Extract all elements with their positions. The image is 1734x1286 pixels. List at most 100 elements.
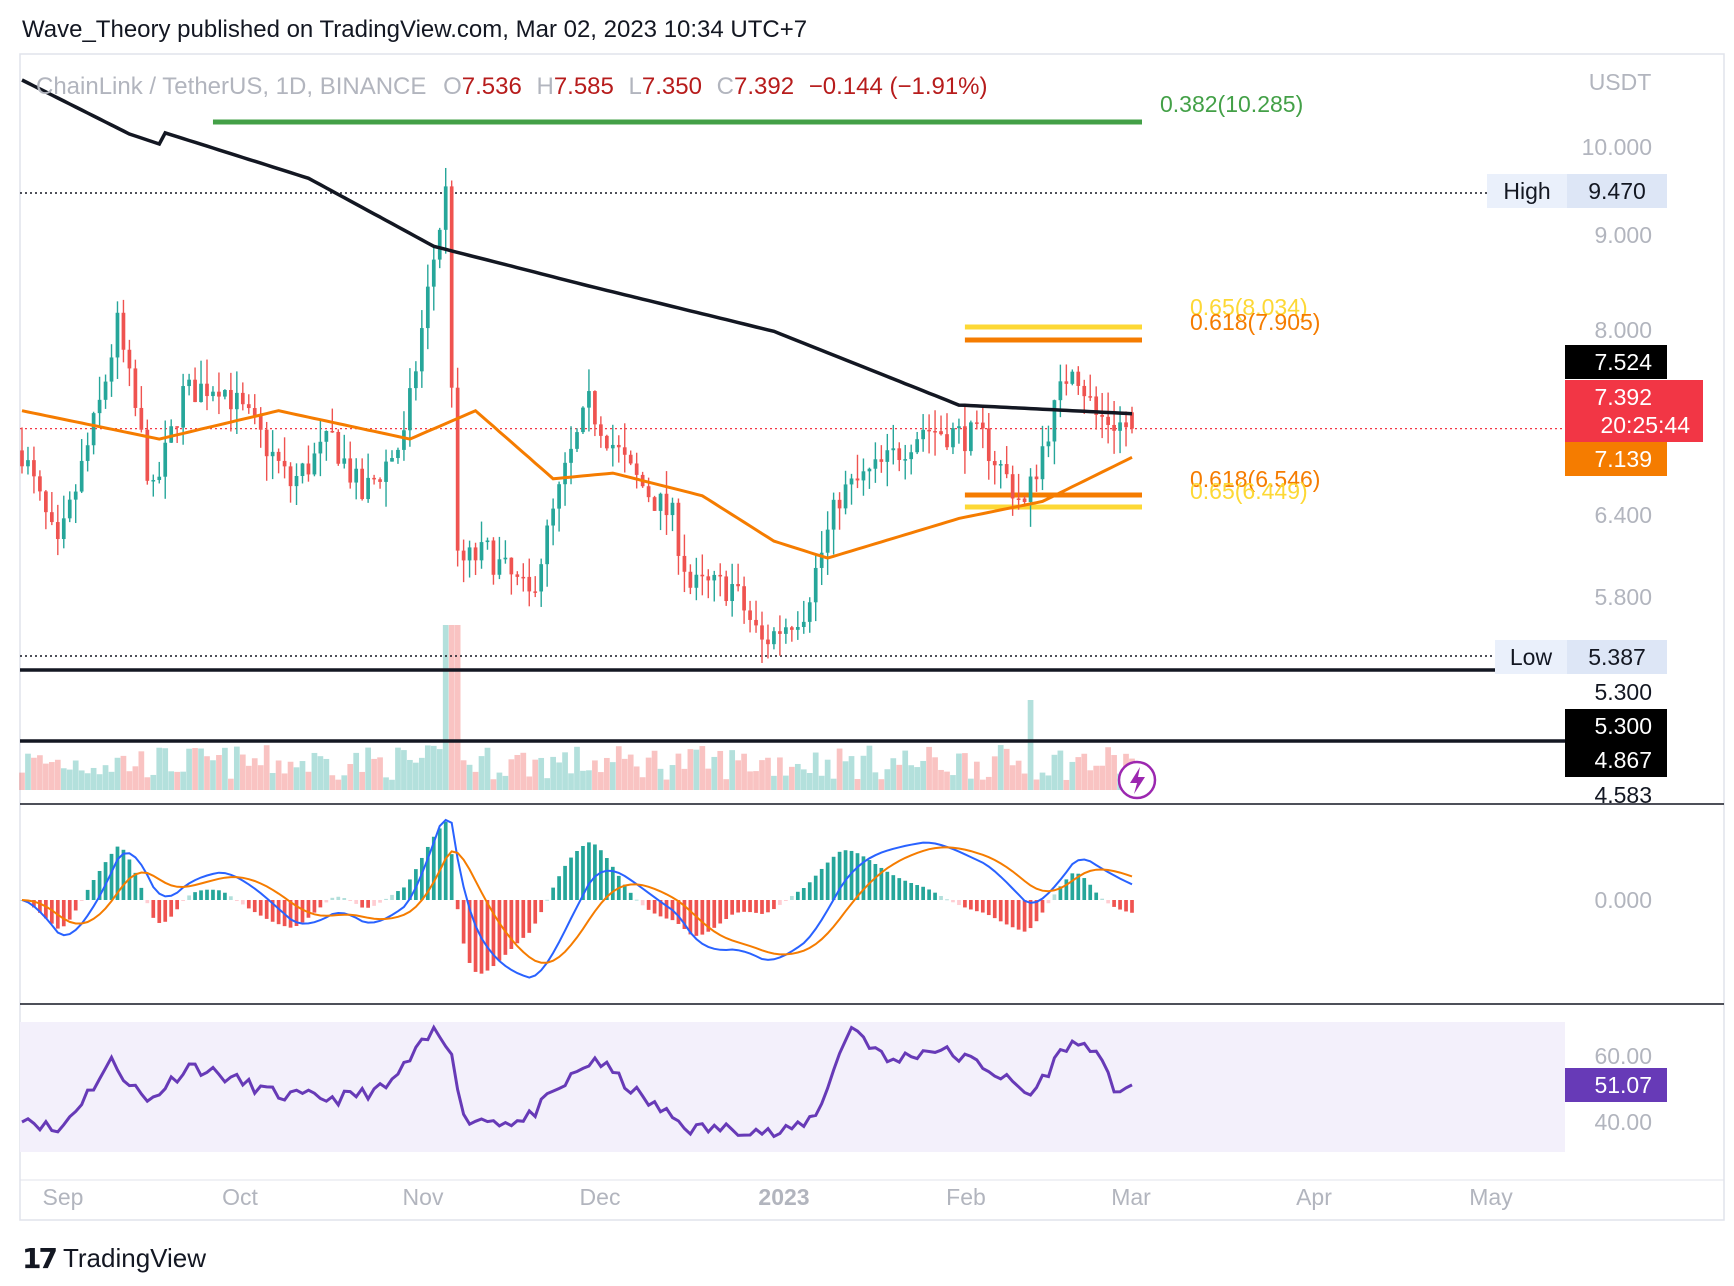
- volume-bar: [341, 775, 348, 790]
- candle-body: [26, 460, 30, 467]
- macd-hist-bar: [276, 900, 281, 925]
- macd-hist-bar: [718, 900, 723, 924]
- legend-low-label: L: [629, 73, 642, 100]
- candle-body: [843, 484, 848, 509]
- macd-hist-bar: [855, 853, 860, 900]
- macd-hist-bar: [891, 875, 896, 900]
- candle-body: [384, 461, 388, 482]
- tradingview-logo-mark: 17: [22, 1242, 58, 1275]
- macd-hist-bar: [354, 900, 359, 904]
- macd-hist-bar: [151, 900, 156, 918]
- candle-body: [676, 502, 681, 556]
- candle-body: [855, 478, 860, 481]
- candle-body: [73, 491, 78, 500]
- macd-hist-bar: [909, 883, 914, 900]
- candle-body: [867, 468, 872, 472]
- high-value-badge: [1567, 174, 1667, 208]
- candle-body: [521, 576, 526, 579]
- volume-bar: [180, 771, 186, 790]
- candle-body: [1112, 424, 1116, 431]
- macd-hist-bar: [121, 849, 126, 900]
- candle-body: [61, 518, 66, 540]
- legend-open-value: 7.536: [462, 73, 522, 100]
- candle-body: [1118, 422, 1122, 431]
- macd-hist-bar: [240, 900, 245, 905]
- candle-body: [288, 466, 293, 487]
- macd-hist-bar: [169, 900, 174, 917]
- candle-body: [312, 453, 317, 475]
- volume-bar: [932, 757, 938, 790]
- candle-body: [694, 574, 699, 588]
- candle-body: [885, 450, 890, 462]
- volume-bar: [228, 778, 234, 790]
- macd-hist-bar: [778, 900, 782, 905]
- macd-hist-bar: [682, 900, 687, 929]
- time-tick-dec: Dec: [580, 1184, 621, 1210]
- volume-bar: [627, 754, 634, 790]
- candle-body: [861, 471, 866, 481]
- volume-bar: [1009, 765, 1016, 790]
- candle-body: [133, 368, 138, 408]
- macd-hist-bar: [402, 887, 406, 900]
- volume-bar: [401, 750, 407, 790]
- volume-bar: [771, 775, 777, 790]
- price-tick-5-8: 5.800: [1594, 584, 1652, 610]
- candle-body: [730, 584, 735, 602]
- candle-body: [1058, 381, 1063, 401]
- macd-hist-bar: [396, 891, 400, 900]
- macd-hist-bar: [885, 871, 890, 900]
- volume-bar: [568, 773, 574, 790]
- candle-body: [921, 429, 925, 440]
- macd-hist-bar: [384, 898, 388, 900]
- candle-body: [974, 422, 979, 424]
- volume-bar: [788, 766, 795, 790]
- volume-bar: [1033, 779, 1040, 790]
- macd-hist-bar: [133, 872, 138, 900]
- candle-body: [258, 415, 263, 430]
- candle-body: [491, 540, 496, 575]
- volume-bar: [389, 779, 395, 790]
- macd-hist-bar: [652, 900, 657, 914]
- volume-bar: [353, 752, 360, 790]
- time-tick-mar: Mar: [1111, 1184, 1151, 1210]
- volume-bar: [639, 777, 646, 790]
- candle-body: [760, 625, 764, 640]
- macd-hist-bar: [1052, 894, 1057, 900]
- volume-bar: [478, 756, 485, 790]
- macd-hist-bar: [425, 846, 430, 900]
- candle-body: [754, 619, 758, 626]
- macd-hist-bar: [205, 889, 209, 900]
- candle-body: [604, 435, 609, 449]
- high-value: 9.470: [1588, 178, 1646, 204]
- macd-hist-bar: [1124, 900, 1128, 912]
- candle-body: [294, 475, 299, 487]
- volume-bar: [699, 746, 706, 790]
- macd-hist-bar: [760, 900, 764, 914]
- volume-bar: [1069, 761, 1076, 790]
- macd-hist-bar: [1022, 900, 1027, 932]
- candlesticks: [20, 167, 1134, 663]
- volume-bar: [186, 748, 192, 790]
- macd-hist-bar: [449, 854, 454, 900]
- macd-hist-bar: [73, 900, 78, 911]
- volume-bar: [866, 745, 873, 790]
- candle-body: [372, 477, 376, 480]
- candle-body: [992, 461, 997, 466]
- candle-body: [801, 621, 806, 627]
- rsi-line: [21, 1024, 1133, 1139]
- price-axis-currency: USDT: [1589, 69, 1652, 95]
- candle-body: [157, 476, 162, 481]
- macd-hist-bar: [1076, 873, 1081, 900]
- candle-body: [115, 312, 120, 358]
- tradingview-logo[interactable]: 17 TradingView: [22, 1242, 206, 1275]
- candle-body: [485, 540, 490, 543]
- macd-hist-bar: [360, 900, 365, 908]
- volume-bar: [418, 757, 425, 790]
- volume-bar: [43, 763, 49, 790]
- last-price-badge: [1565, 380, 1703, 442]
- high-badge: [1487, 174, 1567, 208]
- macd-hist-bar: [455, 900, 460, 910]
- volume-bar: [126, 771, 133, 790]
- candle-body: [980, 422, 985, 429]
